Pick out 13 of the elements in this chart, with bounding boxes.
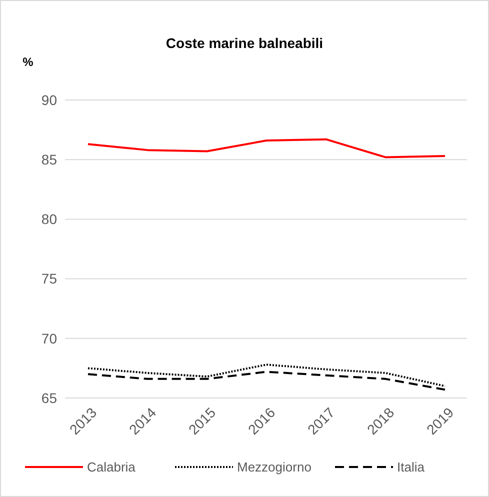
legend-label: Mezzogiorno [237, 460, 312, 475]
line-series [87, 138, 446, 158]
y-axis-title: % [22, 55, 34, 69]
y-tick-label: 65 [41, 390, 58, 406]
legend-label: Italia [397, 460, 426, 475]
y-tick-label: 90 [41, 92, 58, 108]
chart-title: Coste marine balneabili [166, 35, 324, 51]
line-series [87, 364, 446, 388]
y-tick-label: 80 [41, 211, 58, 228]
y-tick-label: 75 [41, 270, 58, 287]
y-tick-label: 70 [41, 330, 58, 346]
legend-label: Calabria [87, 460, 136, 475]
y-tick-label: 85 [41, 152, 58, 168]
